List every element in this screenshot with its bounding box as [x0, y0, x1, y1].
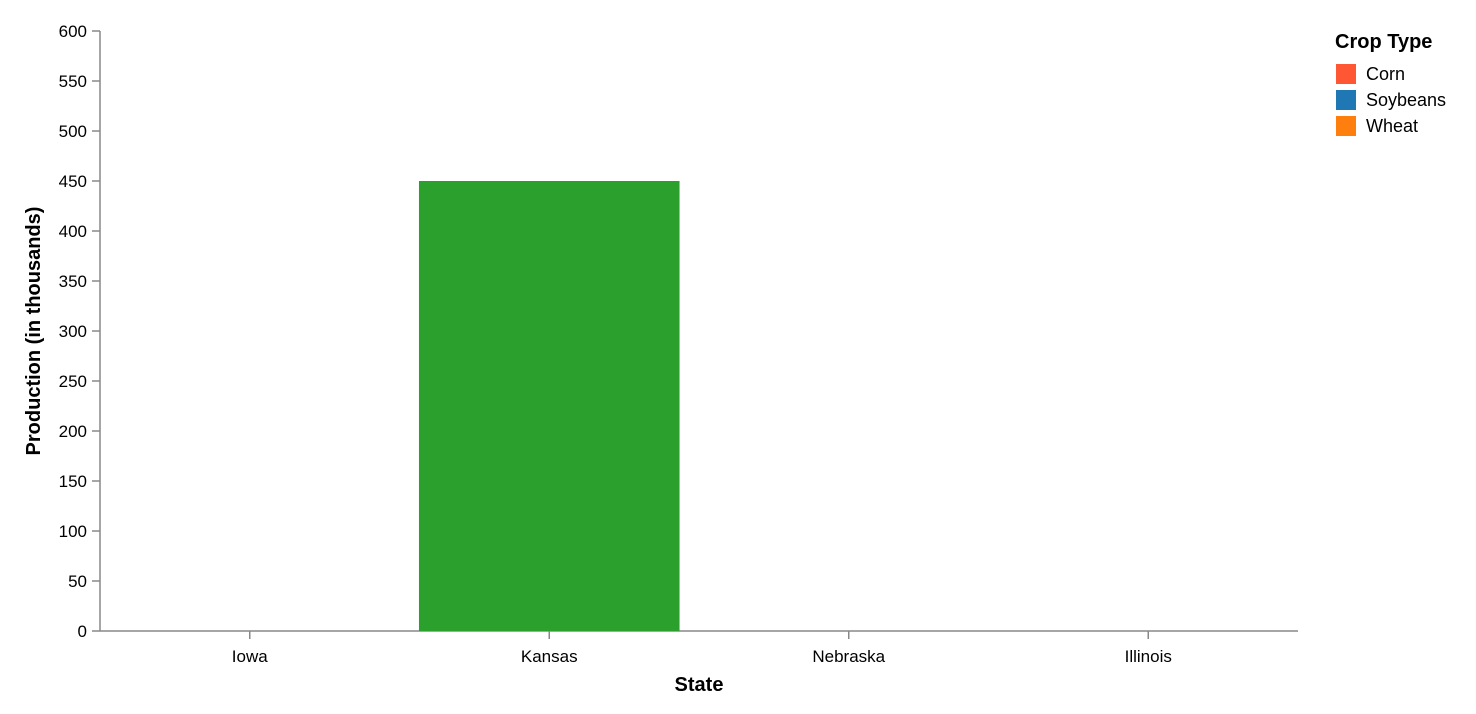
y-tick-label: 150 — [59, 472, 87, 491]
bar — [418, 181, 680, 631]
x-tick-label: Iowa — [232, 647, 268, 666]
y-tick-label: 500 — [59, 122, 87, 141]
legend-label: Corn — [1366, 64, 1405, 84]
legend-swatch — [1336, 116, 1356, 136]
y-tick-label: 100 — [59, 522, 87, 541]
legend-label: Wheat — [1366, 116, 1418, 136]
y-tick-label: 400 — [59, 222, 87, 241]
y-tick-label: 50 — [68, 572, 87, 591]
y-tick-label: 550 — [59, 72, 87, 91]
legend-swatch — [1336, 90, 1356, 110]
bars — [418, 181, 680, 631]
y-tick-label: 450 — [59, 172, 87, 191]
legend-swatch — [1336, 64, 1356, 84]
y-tick-label: 0 — [78, 622, 87, 641]
x-axis-title: State — [675, 674, 724, 696]
legend-label: Soybeans — [1366, 90, 1446, 110]
y-axis: 0 50 100 150 200 250 300 350 400 450 500 550 600 — [59, 22, 101, 641]
y-tick-label: 350 — [59, 272, 87, 291]
x-axis: Iowa Kansas Nebraska Illinois — [100, 630, 1298, 666]
y-tick-label: 600 — [59, 22, 87, 41]
y-tick-label: 300 — [59, 322, 87, 341]
x-tick-label: Illinois — [1125, 647, 1172, 666]
x-tick-label: Nebraska — [812, 647, 885, 666]
y-tick-label: 250 — [59, 372, 87, 391]
x-tick-label: Kansas — [521, 647, 578, 666]
y-axis-title: Production (in thousands) — [23, 207, 45, 456]
legend-title: Crop Type — [1335, 31, 1432, 53]
legend: Crop Type Corn Soybeans Wheat — [1335, 31, 1446, 136]
y-tick-label: 200 — [59, 422, 87, 441]
